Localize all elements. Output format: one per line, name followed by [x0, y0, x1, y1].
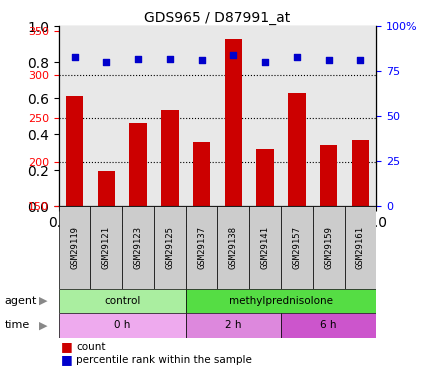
- Text: GDS965 / D87991_at: GDS965 / D87991_at: [144, 11, 290, 25]
- Bar: [66, 96, 83, 206]
- Point: [71, 54, 78, 60]
- Bar: [161, 110, 178, 206]
- Text: ▶: ▶: [39, 320, 48, 330]
- Text: ■: ■: [61, 340, 72, 353]
- Bar: [344, 206, 375, 289]
- Text: 2 h: 2 h: [225, 320, 241, 330]
- Bar: [192, 142, 210, 206]
- Text: GSM29119: GSM29119: [70, 226, 79, 269]
- Text: GSM29123: GSM29123: [133, 226, 142, 269]
- Bar: [129, 123, 147, 206]
- Point: [135, 56, 141, 62]
- Bar: [217, 206, 249, 289]
- Point: [293, 54, 299, 60]
- Text: time: time: [4, 320, 30, 330]
- Bar: [280, 206, 312, 289]
- Bar: [59, 313, 185, 338]
- Bar: [312, 206, 344, 289]
- Text: control: control: [104, 296, 140, 306]
- Text: GSM29125: GSM29125: [165, 226, 174, 269]
- Text: ▶: ▶: [39, 296, 48, 306]
- Point: [198, 57, 205, 63]
- Text: GSM29159: GSM29159: [323, 226, 332, 269]
- Text: GSM29121: GSM29121: [102, 226, 111, 269]
- Point: [229, 52, 236, 58]
- Bar: [249, 206, 280, 289]
- Bar: [185, 313, 280, 338]
- Bar: [287, 93, 305, 206]
- Point: [261, 59, 268, 65]
- Text: agent: agent: [4, 296, 36, 306]
- Bar: [59, 289, 185, 313]
- Text: GSM29161: GSM29161: [355, 226, 364, 269]
- Text: GSM29157: GSM29157: [292, 226, 301, 269]
- Bar: [256, 149, 273, 206]
- Bar: [90, 206, 122, 289]
- Bar: [319, 145, 337, 206]
- Text: GSM29141: GSM29141: [260, 226, 269, 269]
- Text: GSM29138: GSM29138: [228, 226, 237, 269]
- Bar: [185, 206, 217, 289]
- Bar: [59, 206, 90, 289]
- Text: percentile rank within the sample: percentile rank within the sample: [76, 355, 251, 365]
- Bar: [122, 206, 154, 289]
- Point: [324, 57, 332, 63]
- Bar: [351, 140, 368, 206]
- Point: [356, 57, 363, 63]
- Text: GSM29137: GSM29137: [197, 226, 206, 269]
- Bar: [224, 39, 242, 206]
- Point: [103, 59, 109, 65]
- Bar: [185, 289, 375, 313]
- Text: 0 h: 0 h: [114, 320, 130, 330]
- Text: methylprednisolone: methylprednisolone: [228, 296, 332, 306]
- Text: 6 h: 6 h: [320, 320, 336, 330]
- Point: [166, 56, 173, 62]
- Text: count: count: [76, 342, 105, 351]
- Bar: [154, 206, 185, 289]
- Text: ■: ■: [61, 354, 72, 366]
- Bar: [97, 171, 115, 206]
- Bar: [280, 313, 375, 338]
